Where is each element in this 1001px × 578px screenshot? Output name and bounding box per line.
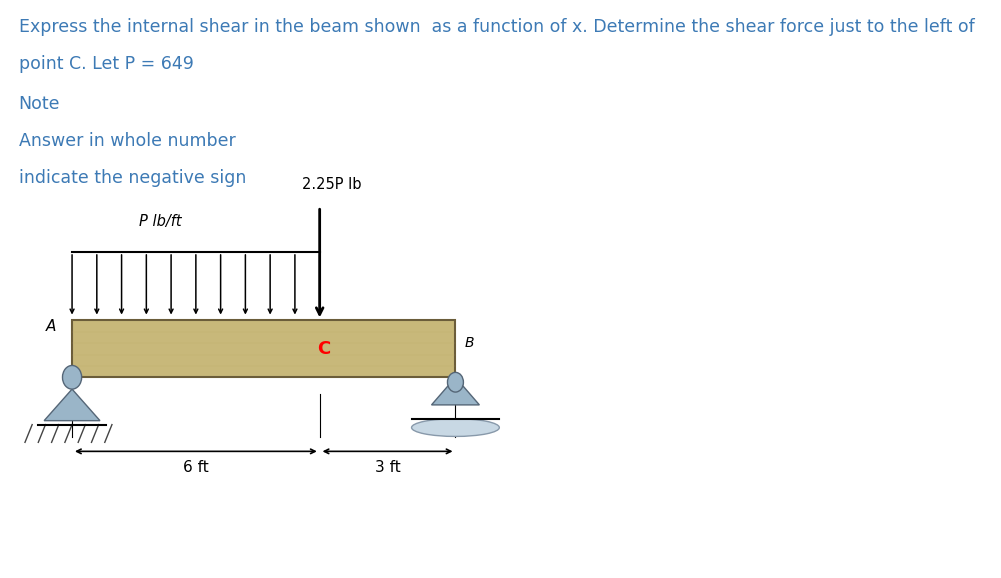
Text: C: C xyxy=(317,340,330,358)
Text: Answer in whole number: Answer in whole number xyxy=(19,132,235,150)
Text: 2.25P lb: 2.25P lb xyxy=(302,177,361,192)
Text: A: A xyxy=(46,318,56,334)
Text: 6 ft: 6 ft xyxy=(183,460,209,475)
Text: Express the internal shear in the beam shown  as a function of x. Determine the : Express the internal shear in the beam s… xyxy=(19,18,974,36)
Text: indicate the negative sign: indicate the negative sign xyxy=(19,169,246,187)
Ellipse shape xyxy=(411,418,499,436)
Text: 3 ft: 3 ft xyxy=(374,460,400,475)
Text: Note: Note xyxy=(19,95,60,113)
Circle shape xyxy=(62,365,82,389)
Circle shape xyxy=(447,372,463,392)
Polygon shape xyxy=(44,389,100,421)
Text: B: B xyxy=(465,336,474,350)
Text: point C. Let P = 649: point C. Let P = 649 xyxy=(19,55,193,73)
Polygon shape xyxy=(431,377,479,405)
Text: P lb/ft: P lb/ft xyxy=(138,214,181,229)
Bar xyxy=(72,320,455,377)
